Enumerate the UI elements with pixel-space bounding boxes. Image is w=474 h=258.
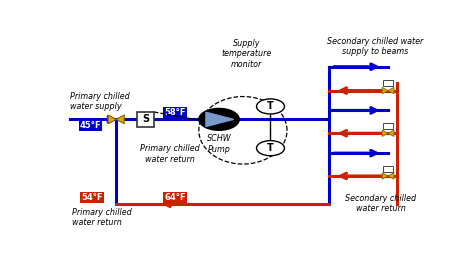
- Text: SCHW
Pump: SCHW Pump: [207, 134, 231, 154]
- FancyBboxPatch shape: [383, 123, 393, 129]
- Text: T: T: [267, 143, 274, 153]
- FancyBboxPatch shape: [383, 166, 393, 172]
- Polygon shape: [206, 112, 234, 126]
- Polygon shape: [382, 173, 388, 179]
- Text: Supply
temperature
monitor: Supply temperature monitor: [221, 39, 272, 69]
- Text: S: S: [142, 114, 149, 124]
- Circle shape: [256, 99, 284, 114]
- FancyBboxPatch shape: [383, 80, 393, 86]
- Text: 54°F: 54°F: [82, 193, 103, 202]
- Text: Secondary chilled
water return: Secondary chilled water return: [345, 194, 416, 213]
- Text: 64°F: 64°F: [164, 193, 186, 202]
- FancyBboxPatch shape: [137, 112, 154, 127]
- Circle shape: [256, 141, 284, 156]
- Polygon shape: [108, 115, 116, 124]
- Text: Primary chilled
water supply: Primary chilled water supply: [70, 92, 130, 111]
- Text: Primary chilled
water return: Primary chilled water return: [72, 208, 132, 227]
- Text: T: T: [267, 101, 274, 111]
- Polygon shape: [388, 130, 394, 136]
- Polygon shape: [382, 87, 388, 94]
- Polygon shape: [382, 130, 388, 136]
- Text: 58°F: 58°F: [164, 108, 186, 117]
- Circle shape: [199, 108, 239, 130]
- Text: Primary chilled
water return: Primary chilled water return: [139, 144, 200, 164]
- Polygon shape: [388, 173, 394, 179]
- Polygon shape: [116, 115, 124, 124]
- Text: 45°F: 45°F: [80, 121, 101, 130]
- Text: Secondary chilled water
supply to beams: Secondary chilled water supply to beams: [327, 37, 423, 56]
- Polygon shape: [388, 87, 394, 94]
